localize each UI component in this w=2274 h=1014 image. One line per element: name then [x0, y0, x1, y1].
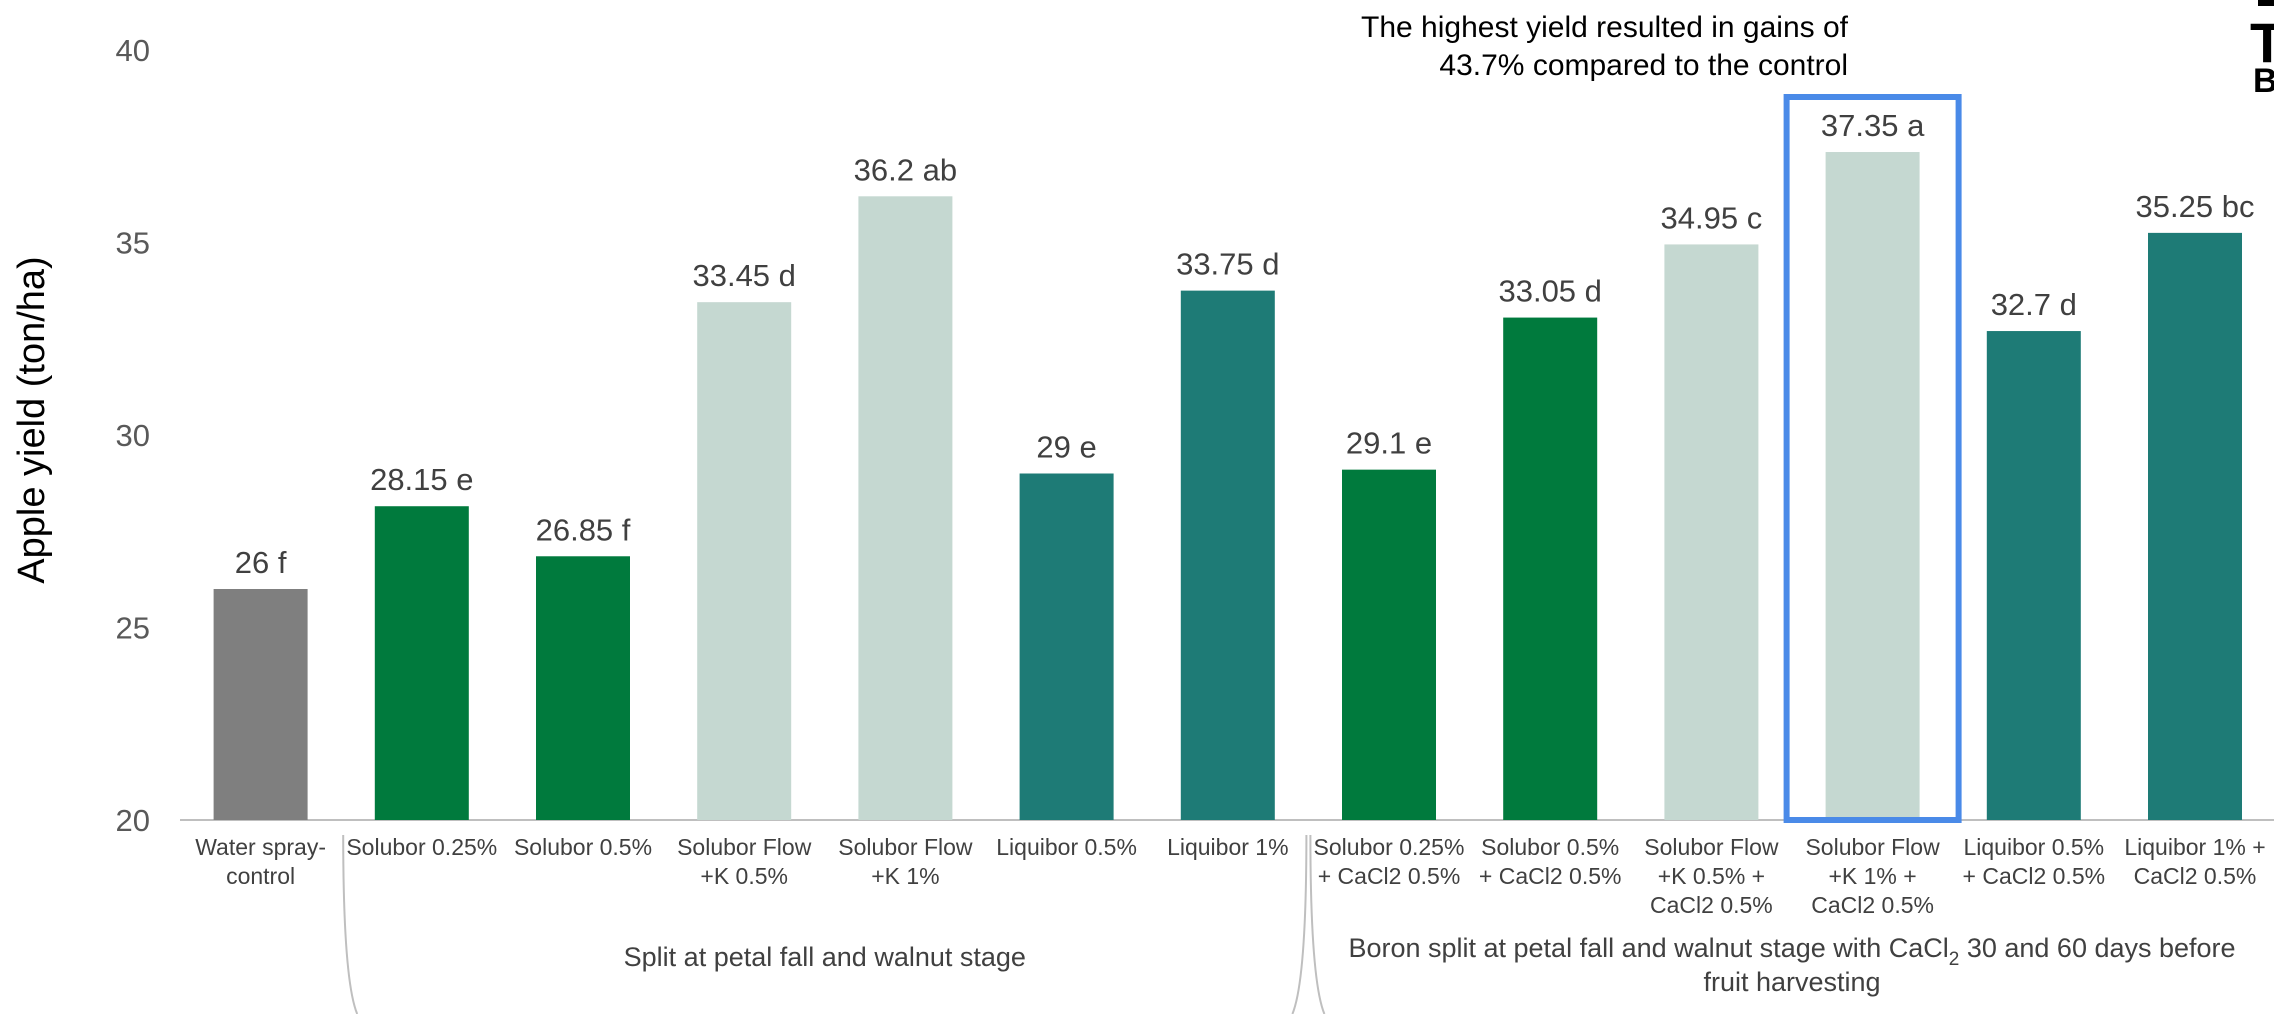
category-label: Liquibor 0.5% + CaCl2 0.5% [1963, 834, 2106, 889]
data-labels: 26 f 28.15 e 26.85 f 33.45 d 36.2 ab 29 e 33.7… [235, 108, 2255, 580]
data-label: 26.85 f [536, 512, 631, 547]
bar [536, 556, 630, 820]
data-label: 28.15 e [370, 462, 473, 497]
y-axis-ticks: 20 25 30 35 40 [116, 33, 150, 838]
bar [213, 589, 308, 820]
bar [2148, 232, 2242, 820]
highlight-note-line: 43.7% compared to the control [1439, 49, 1848, 82]
corner-marks: TB [2250, 0, 2274, 100]
corner-mark-fragment [2258, 0, 2274, 6]
group-brackets: Split at petal fall and walnut stage Boro… [342, 834, 2236, 1014]
group-bracket-left [342, 834, 359, 1014]
highlight-note: The highest yield resulted in gains of 43… [1361, 11, 1849, 82]
data-label: 33.45 d [692, 258, 795, 293]
y-tick-label: 35 [116, 226, 150, 261]
category-labels: Water spray-control Solubor 0.25% Solubor … [195, 834, 2265, 918]
data-label: 32.7 d [1991, 287, 2077, 322]
bar [1019, 473, 1114, 820]
data-label: 29 e [1036, 430, 1096, 465]
data-label: 36.2 ab [854, 152, 957, 187]
category-label: Solubor 0.25% [346, 834, 497, 860]
corner-letter: B [2253, 62, 2274, 100]
category-label: Liquibor 0.5% [996, 834, 1137, 860]
bar [1180, 290, 1275, 820]
bar [374, 506, 469, 820]
highlight-note-line: The highest yield resulted in gains of [1361, 11, 1849, 44]
bar [1664, 244, 1759, 821]
highlight-box [1783, 94, 1962, 823]
group-bracket-right [1291, 834, 1308, 1014]
bar [1825, 152, 1920, 820]
category-label: Solubor 0.5% + CaCl2 0.5% [1479, 834, 1622, 889]
corner-letter: T [2250, 11, 2274, 74]
data-label: 29.1 e [1346, 426, 1432, 461]
category-label: Solubor Flow +K 0.5% [677, 834, 812, 889]
bar [697, 302, 792, 820]
y-tick-label: 40 [116, 33, 150, 68]
category-label: Solubor Flow +K 0.5% + CaCl2 0.5% [1644, 834, 1779, 918]
y-tick-label: 30 [116, 418, 150, 453]
category-label: Solubor 0.5% [514, 834, 652, 860]
group-label: Split at petal fall and walnut stage [624, 942, 1026, 972]
group-bracket-left [1309, 834, 1326, 1014]
y-tick-label: 20 [116, 803, 150, 838]
group-label: Boron split at petal fall and walnut sta… [1348, 933, 2235, 970]
data-label: 37.35 a [1821, 108, 1925, 143]
y-tick-label: 25 [116, 611, 150, 646]
category-label: Solubor Flow +K 1% + CaCl2 0.5% [1805, 834, 1940, 918]
bar [1986, 331, 2081, 820]
bar [1342, 469, 1436, 820]
data-label: 33.75 d [1176, 247, 1279, 282]
data-label: 26 f [235, 545, 287, 580]
category-label: Liquibor 1% [1167, 834, 1288, 860]
group-label-line2: fruit harvesting [1703, 967, 1880, 997]
category-label: Solubor 0.25% + CaCl2 0.5% [1314, 834, 1465, 889]
bar [858, 196, 953, 821]
bars [213, 152, 2242, 821]
category-label: Solubor Flow +K 1% [838, 834, 973, 889]
bar [1503, 317, 1598, 820]
y-axis-label: Apple yield (ton/ha) [11, 256, 53, 583]
category-label: Water spray-control [195, 834, 326, 889]
category-label: Liquibor 1% + CaCl2 0.5% [2124, 834, 2265, 889]
data-label: 35.25 bc [2136, 189, 2255, 224]
data-label: 34.95 c [1661, 200, 1763, 235]
data-label: 33.05 d [1498, 274, 1601, 309]
